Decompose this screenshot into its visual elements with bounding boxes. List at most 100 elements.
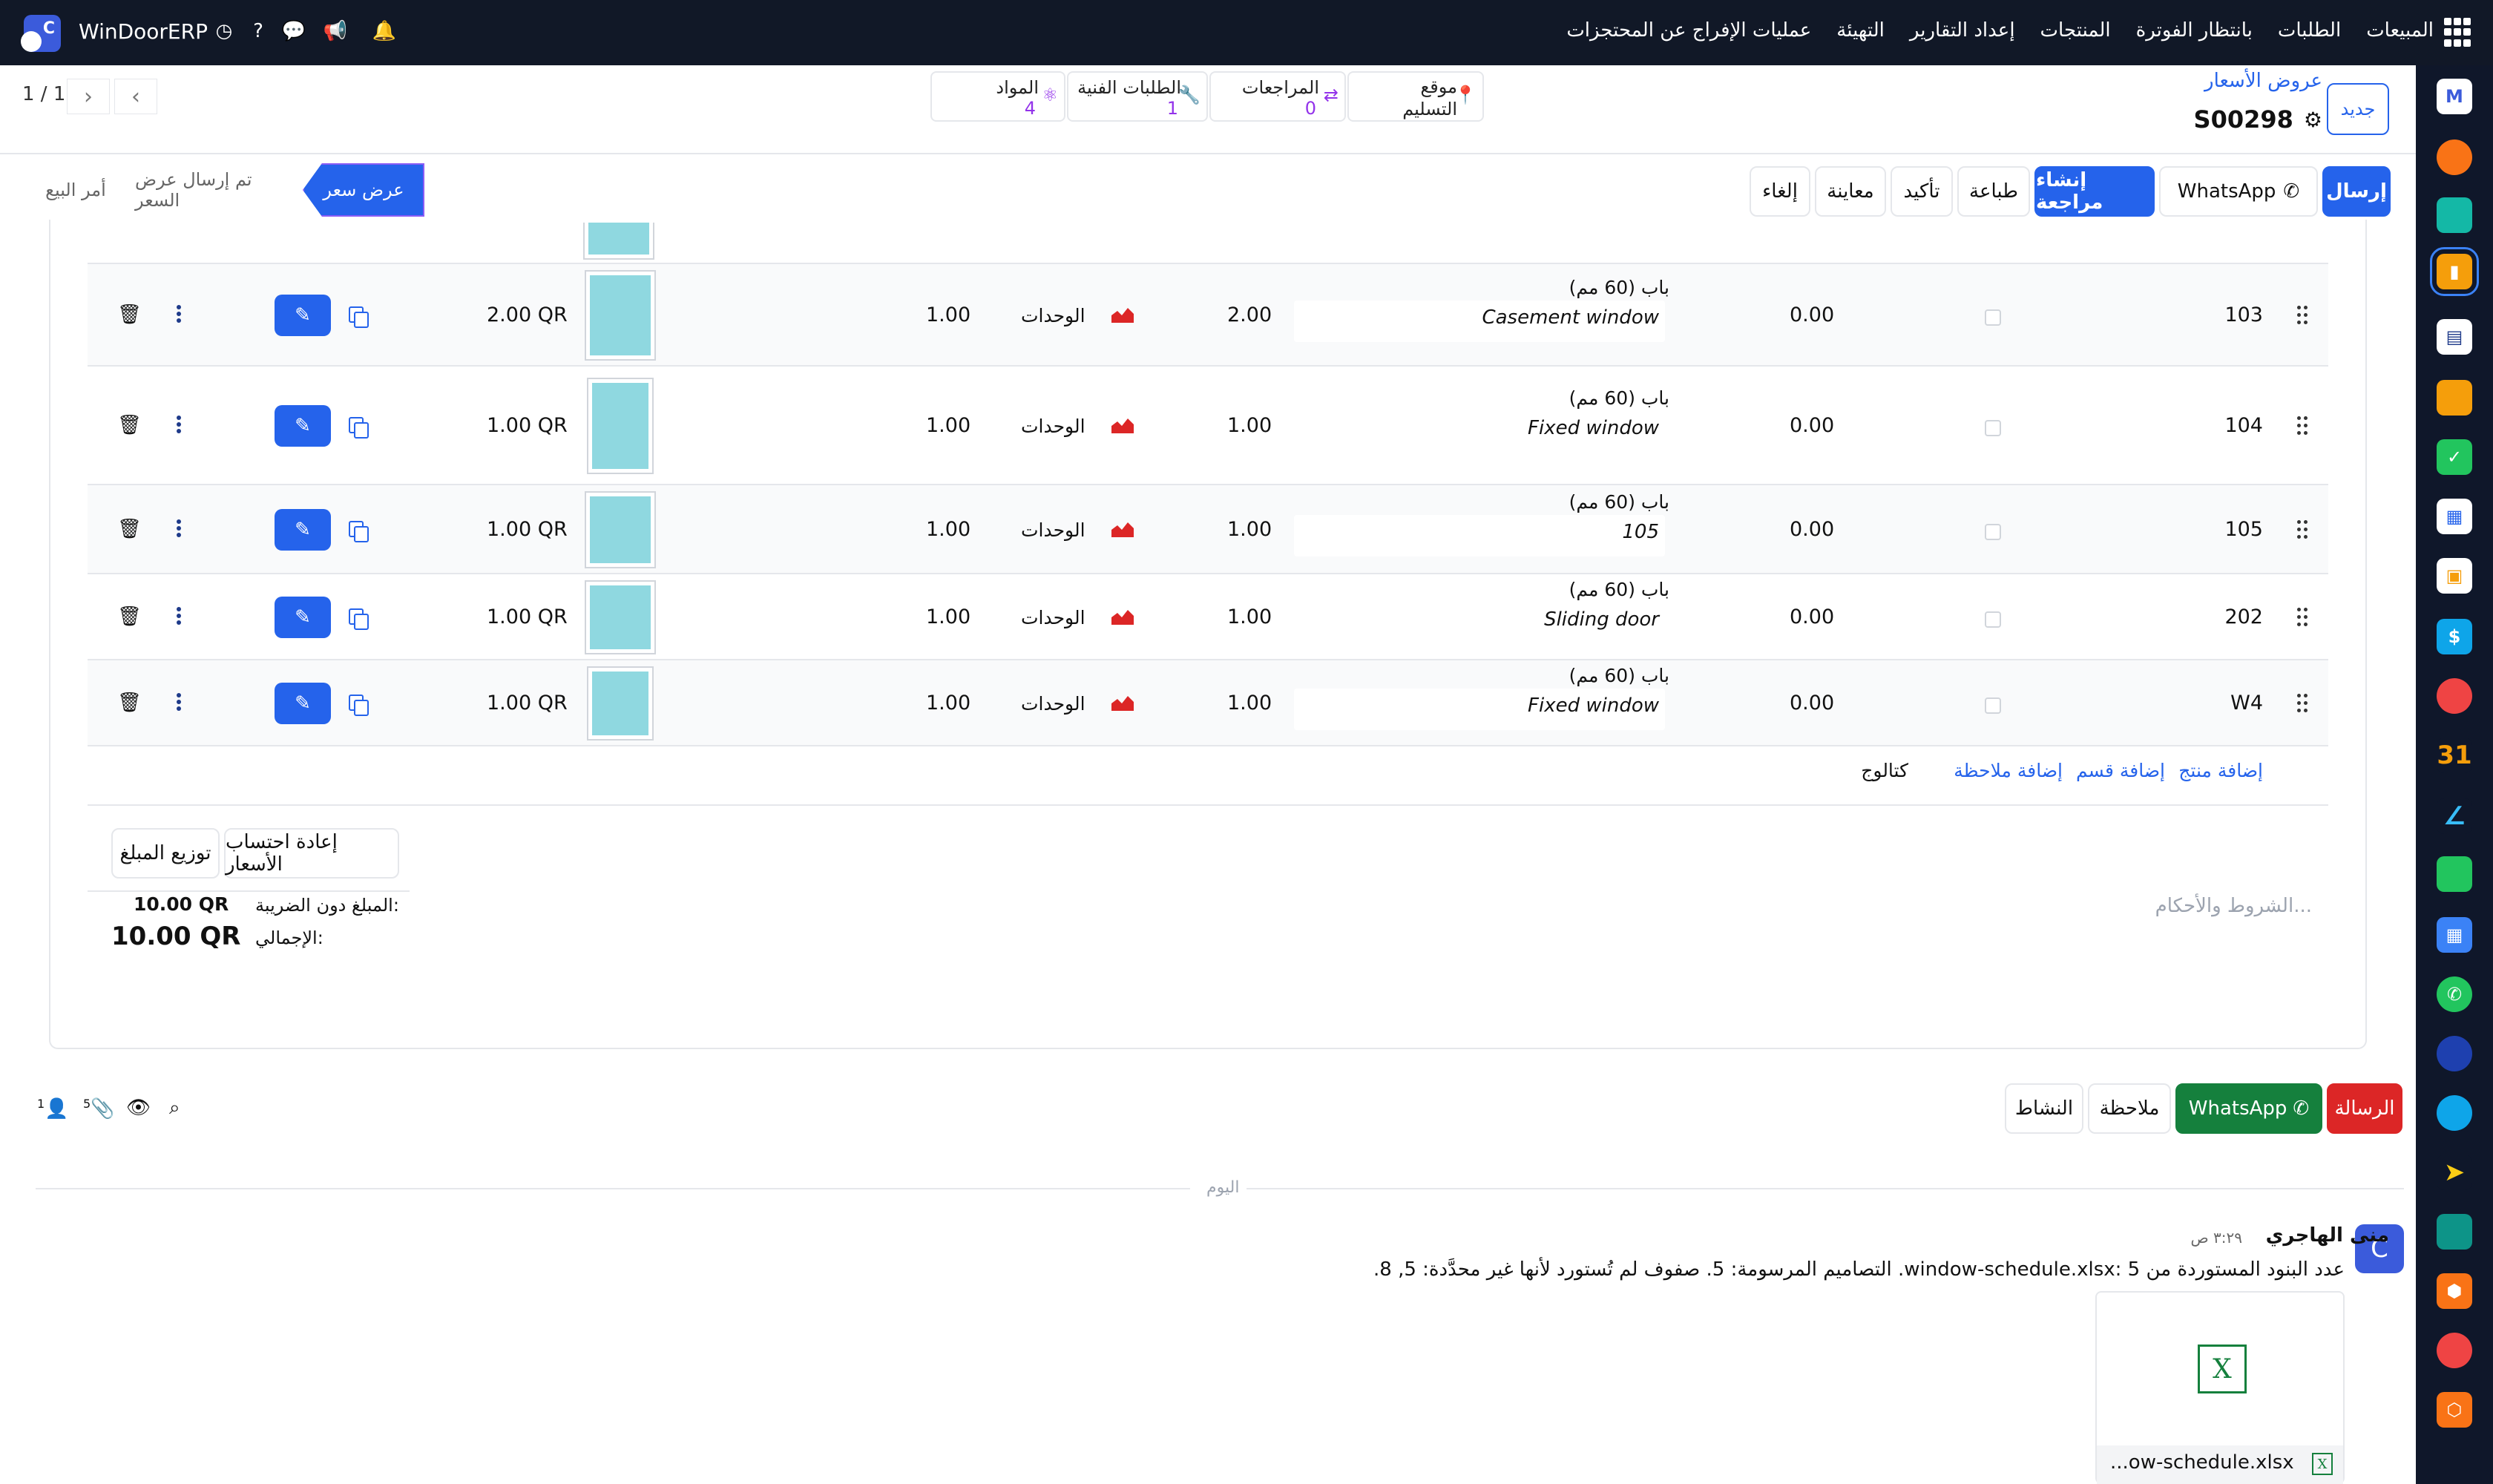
distribute-amount-button[interactable]: توزيع المبلغ [111, 828, 220, 879]
line-quantity[interactable]: 1.00 [1227, 414, 1272, 437]
sales-app-icon[interactable]: ▮ [2430, 247, 2479, 296]
gear-icon[interactable]: ⚙ [2303, 107, 2322, 132]
clock-icon[interactable]: ◷ [215, 20, 233, 42]
confirm-button[interactable]: تأكيد [1891, 166, 1953, 217]
line-delivered[interactable]: 1.00 [926, 518, 971, 541]
message-author[interactable]: منى الهاجري [2265, 1224, 2389, 1247]
brand-name[interactable]: WinDoorERP [79, 19, 208, 44]
edit-line-button[interactable]: ✎ [275, 405, 331, 447]
product-thumbnail[interactable] [587, 378, 654, 474]
search-icon[interactable]: ⌕ [169, 1097, 180, 1119]
cube-app-icon[interactable]: ⬢ [2437, 1273, 2472, 1309]
edit-line-button[interactable]: ✎ [275, 597, 331, 638]
line-description-field[interactable] [1294, 515, 1665, 556]
line-checkbox[interactable] [1985, 420, 2001, 436]
line-description-field[interactable] [1294, 301, 1665, 342]
documents-app-icon[interactable]: ▤ [2437, 319, 2472, 355]
line-checkbox[interactable] [1985, 697, 2001, 714]
copy-icon[interactable] [349, 306, 369, 328]
status-step-sales-order[interactable]: أمر البيع [45, 180, 106, 200]
line-uom[interactable]: الوحدات [1021, 416, 1085, 437]
status-step-quotation[interactable]: عرض سعر [303, 163, 424, 217]
table-row[interactable] [88, 660, 2328, 746]
line-product-name[interactable]: باب (60 مم) [1569, 579, 1669, 600]
line-description[interactable]: Casement window [1482, 306, 1659, 329]
attachments-button[interactable]: 5📎 [83, 1097, 115, 1120]
trash-icon[interactable]: 🗑 [117, 414, 142, 436]
catalog-link[interactable]: كتالوج [1861, 760, 1908, 781]
product-thumbnail[interactable] [585, 270, 656, 361]
send-app-icon[interactable]: ➤ [2437, 1155, 2472, 1190]
table-row[interactable] [88, 264, 2328, 367]
recruitment-app-icon[interactable] [2437, 856, 2472, 892]
line-quantity[interactable]: 1.00 [1227, 518, 1272, 541]
edit-line-button[interactable]: ✎ [275, 509, 331, 551]
line-delivered[interactable]: 1.00 [926, 692, 971, 715]
activity-button[interactable]: النشاط [2005, 1083, 2083, 1134]
menu-item-products[interactable]: المنتجات [2040, 19, 2111, 42]
line-checkbox[interactable] [1985, 611, 2001, 628]
menu-item-sales[interactable]: المبيعات [2366, 19, 2434, 42]
spreadsheet-app-icon[interactable] [2437, 1333, 2472, 1368]
line-product-name[interactable]: باب (60 مم) [1569, 665, 1669, 686]
stat-materials[interactable]: ⚛ المواد 4 [930, 71, 1065, 122]
product-thumbnail[interactable] [585, 580, 656, 654]
calendar-app-icon[interactable]: 31 [2437, 738, 2472, 773]
send-message-button[interactable]: الرسالة [2327, 1083, 2402, 1134]
pager-next-icon[interactable]: › [67, 79, 110, 114]
drag-handle-icon[interactable] [2297, 306, 2308, 325]
add-note-link[interactable]: إضافة ملاحظة [1954, 760, 2063, 781]
more-options-icon[interactable] [177, 607, 181, 625]
line-description[interactable]: Fixed window [1528, 417, 1659, 439]
line-reference[interactable]: 104 [2224, 414, 2263, 437]
line-uom[interactable]: الوحدات [1021, 607, 1085, 628]
product-thumbnail[interactable] [585, 491, 656, 568]
mail-app-icon[interactable]: M [2437, 79, 2472, 114]
copy-icon[interactable] [349, 695, 369, 716]
table-row[interactable] [88, 367, 2328, 485]
area-chart-icon[interactable] [1111, 417, 1134, 433]
chat-app-icon[interactable] [2437, 139, 2472, 175]
line-quantity[interactable]: 1.00 [1227, 692, 1272, 715]
pager-prev-icon[interactable]: ‹ [114, 79, 157, 114]
line-tax[interactable]: 0.00 [1790, 605, 1835, 628]
more-options-icon[interactable] [177, 693, 181, 711]
line-description-field[interactable] [1294, 689, 1665, 730]
area-chart-icon[interactable] [1111, 695, 1134, 711]
more-options-icon[interactable] [177, 416, 181, 433]
table-row[interactable] [88, 485, 2328, 574]
log-note-button[interactable]: ملاحظة [2088, 1083, 2171, 1134]
avatar[interactable]: C [2355, 1224, 2404, 1273]
menu-item-to-invoice[interactable]: بانتظار الفوترة [2135, 19, 2253, 42]
area-chart-icon[interactable] [1111, 306, 1134, 323]
add-product-link[interactable]: إضافة منتج [2178, 760, 2263, 781]
add-section-link[interactable]: إضافة قسم [2076, 760, 2165, 781]
drag-handle-icon[interactable] [2297, 416, 2308, 436]
attachment-card[interactable]: X ...ow-schedule.xlsx X [2095, 1291, 2345, 1484]
line-product-name[interactable]: باب (60 مم) [1569, 491, 1669, 513]
preview-button[interactable]: معاينة [1815, 166, 1886, 217]
followers-button[interactable]: 1👤 [37, 1097, 69, 1120]
help-icon[interactable]: ? [253, 20, 263, 42]
line-quantity[interactable]: 1.00 [1227, 605, 1272, 628]
terms-conditions-field[interactable]: الشروط والأحكام... [2155, 895, 2312, 917]
bell-icon[interactable]: 🔔 [372, 20, 397, 42]
line-product-name[interactable]: باب (60 مم) [1569, 387, 1669, 409]
brand-logo[interactable]: C [21, 15, 61, 52]
new-button[interactable]: جديد [2327, 83, 2389, 135]
trash-icon[interactable]: 🗑 [117, 605, 142, 628]
more-options-icon[interactable] [177, 519, 181, 537]
line-reference[interactable]: 202 [2224, 605, 2263, 628]
area-chart-icon[interactable] [1111, 521, 1134, 537]
accounting-app-icon[interactable] [2437, 1214, 2472, 1250]
dashboard-app-icon[interactable]: ▦ [2437, 917, 2472, 953]
tasks-app-icon[interactable]: ✓ [2437, 439, 2472, 475]
line-checkbox[interactable] [1985, 524, 2001, 540]
line-description[interactable]: 105 [1622, 521, 1659, 543]
line-tax[interactable]: 0.00 [1790, 414, 1835, 437]
inventory-app-icon[interactable] [2437, 197, 2472, 233]
line-product-name[interactable]: باب (60 مم) [1569, 277, 1669, 298]
recompute-prices-button[interactable]: إعادة احتساب الأسعار [224, 828, 399, 879]
send-button[interactable]: إرسال [2322, 166, 2391, 217]
whatsapp-app-icon[interactable]: ✆ [2437, 976, 2472, 1012]
